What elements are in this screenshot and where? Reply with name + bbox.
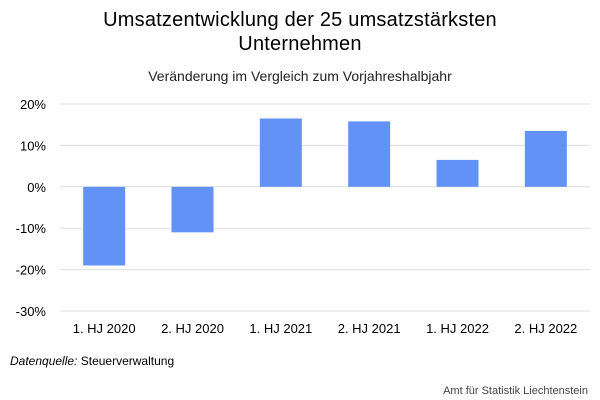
- x-tick-label: 2. HJ 2021: [338, 321, 401, 336]
- bar: [83, 186, 126, 266]
- y-tick-label: 0%: [27, 180, 46, 195]
- bars: [83, 118, 567, 266]
- chart-subtitle: Veränderung im Vergleich zum Vorjahresha…: [148, 68, 452, 84]
- y-tick-label: 10%: [20, 138, 46, 153]
- x-tick-label: 2. HJ 2020: [161, 321, 224, 336]
- x-tick-label: 1. HJ 2022: [426, 321, 489, 336]
- x-axis-tick-labels: 1. HJ 2020 2. HJ 2020 1. HJ 2021 2. HJ 2021…: [73, 321, 578, 336]
- x-tick-label: 1. HJ 2021: [249, 321, 312, 336]
- bar: [348, 121, 391, 187]
- y-axis-tick-labels: 20% 10% 0% -10% -20% -30%: [16, 97, 47, 319]
- y-tick-label: -30%: [16, 304, 47, 319]
- y-tick-label: 20%: [20, 97, 46, 112]
- data-source-value: Steuerverwaltung: [80, 354, 175, 368]
- data-source-note: Datenquelle: Steuerverwaltung: [10, 354, 174, 368]
- bar: [524, 130, 567, 187]
- x-tick-label: 2. HJ 2022: [514, 321, 577, 336]
- x-tick-label: 1. HJ 2020: [73, 321, 136, 336]
- y-tick-label: -10%: [16, 221, 47, 236]
- chart-title-line-1: Umsatzentwicklung der 25 umsatzstärksten: [103, 9, 497, 31]
- chart-title: Umsatzentwicklung der 25 umsatzstärksten…: [0, 8, 600, 56]
- publisher-credit: Amt für Statistik Liechtenstein: [443, 385, 588, 397]
- gridlines: [60, 103, 590, 312]
- data-source-label: Datenquelle:: [10, 354, 78, 368]
- y-tick-label: -20%: [16, 263, 47, 278]
- bar: [259, 118, 302, 187]
- bar: [171, 186, 214, 233]
- bar: [436, 159, 479, 187]
- chart-title-line-2: Unternehmen: [238, 33, 362, 55]
